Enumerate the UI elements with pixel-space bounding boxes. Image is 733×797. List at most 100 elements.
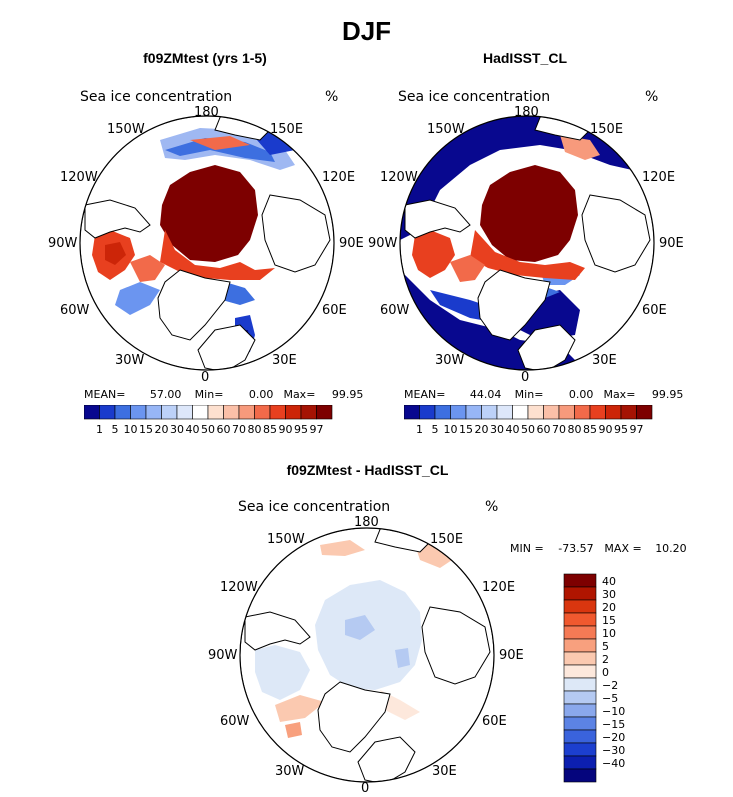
colorbar-tick-label: 15 [139, 423, 153, 436]
colorbar-tick-label: −40 [602, 757, 625, 770]
colorbar-tick-label: 85 [583, 423, 597, 436]
colorbar-swatch [563, 599, 597, 614]
panel-2-label-0: 0 [521, 370, 530, 385]
panel-3-label-150e: 150E [430, 532, 464, 547]
panel-1-title: f09ZMtest (yrs 1-5) [143, 50, 267, 66]
min-label: Min= [194, 388, 224, 401]
panel-2-label-120e: 120E [642, 170, 676, 185]
colorbar-tick-label: 15 [602, 614, 616, 627]
colorbar-tick-label: 10 [124, 423, 138, 436]
panel-1-label-30e: 30E [272, 353, 297, 368]
panel-1-colorbar: 1 5 10 15 20 30 40 50 60 70 80 85 90 95 97 [84, 405, 333, 436]
colorbar-tick-label: 97 [310, 423, 324, 436]
panel-3-variable: Sea ice concentration [238, 499, 391, 515]
colorbar-swatch [563, 755, 597, 770]
colorbar-tick-label: 5 [432, 423, 439, 436]
colorbar-tick-label: −2 [602, 679, 618, 692]
colorbar-swatch [563, 716, 597, 731]
colorbar-tick-label: 30 [170, 423, 184, 436]
panel-1-label-180: 180 [194, 105, 219, 120]
min-label: Min= [514, 388, 544, 401]
panel-1-label-150e: 150E [270, 122, 304, 137]
panel-3-label-30e: 30E [432, 764, 457, 779]
colorbar-tick-label: 90 [279, 423, 293, 436]
colorbar-tick-label: 15 [459, 423, 473, 436]
colorbar-tick-label: 80 [568, 423, 582, 436]
panel-3-label-0: 0 [361, 781, 370, 796]
panel-2-label-120w: 120W [380, 170, 418, 185]
panel-2-stats: MEAN= 44.04 Min= 0.00 Max= 99.95 [404, 388, 683, 401]
colorbar-tick-label: 20 [475, 423, 489, 436]
colorbar-swatch [563, 651, 597, 666]
colorbar-swatch [563, 742, 597, 757]
colorbar-swatch [563, 612, 597, 627]
panel-2-variable: Sea ice concentration [398, 89, 551, 105]
colorbar-tick-label: 10 [602, 627, 616, 640]
colorbar-tick-label: 70 [232, 423, 246, 436]
min-value: 0.00 [568, 388, 594, 401]
panel-2-label-30e: 30E [592, 353, 617, 368]
panel-3-label-120w: 120W [220, 580, 258, 595]
panel-2-label-150e: 150E [590, 122, 624, 137]
colorbar-swatch [563, 664, 597, 679]
mean-value: 44.04 [469, 388, 502, 401]
panel-3-label-90w: 90W [208, 648, 238, 663]
colorbar-swatch [563, 625, 597, 640]
colorbar-tick-label: 70 [552, 423, 566, 436]
panel-3-stats: MIN = -73.57 MAX = 10.20 [510, 542, 687, 555]
panel-1-label-90e: 90E [339, 236, 364, 251]
panel-1-label-60w: 60W [60, 303, 90, 318]
max-value: 99.95 [331, 388, 364, 401]
colorbar-tick-label: 30 [490, 423, 504, 436]
panel-3-units: % [485, 499, 499, 515]
colorbar-tick-label: 1 [416, 423, 423, 436]
colorbar-swatch [563, 690, 597, 705]
panel-2-label-90w: 90W [368, 236, 398, 251]
colorbar-tick-label: 97 [630, 423, 644, 436]
colorbar-tick-label: 40 [506, 423, 520, 436]
min-value: -73.57 [558, 542, 594, 555]
panel-2-title: HadISST_CL [482, 50, 567, 66]
colorbar-swatch [563, 677, 597, 692]
colorbar-tick-label: 50 [521, 423, 535, 436]
colorbar-tick-label: 10 [444, 423, 458, 436]
panel-1-label-0: 0 [201, 370, 210, 385]
max-value: 99.95 [651, 388, 684, 401]
panel-3-label-90e: 90E [499, 648, 524, 663]
panel-2-label-150w: 150W [427, 122, 465, 137]
colorbar-tick-label: 95 [294, 423, 308, 436]
colorbar-swatch [563, 573, 597, 588]
colorbar-tick-label: 1 [96, 423, 103, 436]
max-value: 10.20 [655, 542, 687, 555]
colorbar-swatch [563, 729, 597, 744]
mean-value: 57.00 [149, 388, 182, 401]
colorbar-tick-label: 80 [248, 423, 262, 436]
colorbar-tick-label: 60 [537, 423, 551, 436]
panel-3-title: f09ZMtest - HadISST_CL [286, 462, 449, 478]
panel-1-units: % [325, 89, 339, 105]
colorbar-tick-label: −20 [602, 731, 625, 744]
max-label: MAX = [604, 542, 642, 555]
panel-3-label-150w: 150W [267, 532, 305, 547]
colorbar-tick-label: 85 [263, 423, 277, 436]
colorbar-tick-label: 95 [614, 423, 628, 436]
colorbar-tick-label: −10 [602, 705, 625, 718]
panel-3-label-60w: 60W [220, 714, 250, 729]
colorbar-swatch [563, 768, 597, 783]
panel-1-label-120w: 120W [60, 170, 98, 185]
max-label: Max= [283, 388, 316, 401]
panel-3-label-180: 180 [354, 515, 379, 530]
colorbar-swatch [563, 703, 597, 718]
min-label: MIN = [510, 542, 544, 555]
colorbar-tick-label: 20 [602, 601, 616, 614]
colorbar-tick-label: −30 [602, 744, 625, 757]
panel-1-label-150w: 150W [107, 122, 145, 137]
panel-1-label-30w: 30W [115, 353, 145, 368]
panel-2-label-30w: 30W [435, 353, 465, 368]
panel-2-label-90e: 90E [659, 236, 684, 251]
panel-1-variable: Sea ice concentration [80, 89, 233, 105]
